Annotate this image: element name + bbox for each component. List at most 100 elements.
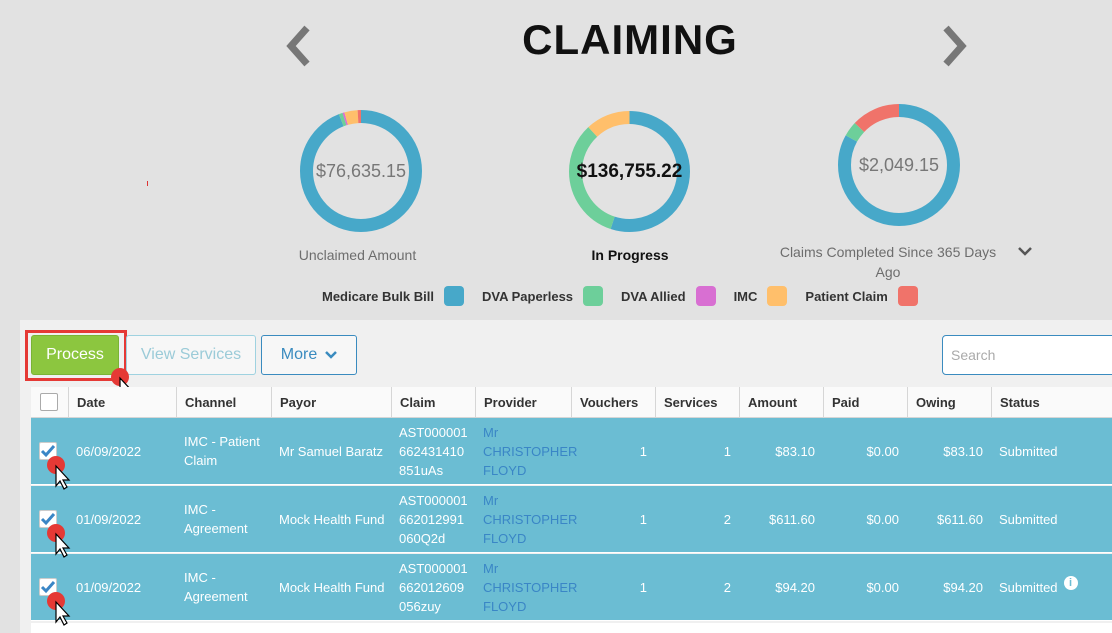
column-header[interactable]: Date bbox=[68, 387, 176, 417]
amount-cell: $611.60 bbox=[768, 511, 815, 527]
info-icon[interactable]: i bbox=[1063, 576, 1078, 590]
column-header[interactable]: Vouchers bbox=[571, 387, 655, 417]
table-row[interactable]: 01/09/2022 IMC - Agreement Mock Health F… bbox=[31, 554, 1112, 621]
column-header[interactable]: Services bbox=[655, 387, 739, 417]
check-icon bbox=[40, 581, 56, 594]
provider-line: Mr bbox=[483, 424, 499, 440]
legend-swatch bbox=[897, 286, 918, 306]
owing-cell: $94.20 bbox=[943, 579, 983, 595]
legend-swatch bbox=[583, 286, 604, 306]
legend-label: DVA Allied bbox=[621, 288, 686, 304]
legend-label: DVA Paperless bbox=[481, 288, 574, 304]
cursor-icon bbox=[47, 592, 71, 626]
row-checkbox-cell bbox=[31, 486, 68, 552]
column-header[interactable]: Paid bbox=[823, 387, 907, 417]
claim-line: 060Q2d bbox=[399, 530, 446, 546]
services-cell: 2 bbox=[723, 511, 731, 527]
donut-segment bbox=[838, 104, 960, 226]
view-services-button[interactable]: View Services bbox=[126, 335, 256, 375]
vouchers-cell: 1 bbox=[639, 443, 647, 459]
row-checkbox[interactable] bbox=[39, 510, 57, 528]
payor-cell: Mock Health Fund bbox=[279, 579, 385, 595]
check-icon bbox=[40, 513, 56, 526]
legend-swatch bbox=[443, 286, 464, 306]
row-checkbox-cell bbox=[31, 418, 68, 484]
table-row[interactable]: 01/09/2022 IMC - Agreement Mock Health F… bbox=[31, 486, 1112, 553]
provider-cell[interactable]: Mr CHRISTOPHER FLOYD bbox=[475, 486, 577, 552]
claim-line: 662431410 bbox=[399, 443, 465, 459]
provider-cell[interactable]: Mr CHRISTOPHER FLOYD bbox=[475, 554, 577, 620]
legend-item: Patient Claim bbox=[805, 286, 918, 306]
chevron-down-icon bbox=[325, 351, 338, 359]
legend-item: DVA Allied bbox=[621, 286, 716, 306]
cursor-icon bbox=[47, 524, 71, 558]
donut-segment bbox=[569, 111, 690, 232]
completed-donut[interactable]: $2,049.15 bbox=[838, 104, 960, 226]
legend-label: IMC bbox=[733, 288, 758, 304]
marker bbox=[147, 181, 148, 186]
date-cell: 06/09/2022 bbox=[76, 443, 142, 459]
donut-ring bbox=[300, 110, 422, 232]
in-progress-donut[interactable]: $136,755.22 bbox=[569, 111, 690, 232]
column-header[interactable]: Channel bbox=[176, 387, 271, 417]
chevron-down-icon[interactable] bbox=[1018, 246, 1032, 256]
status-cell: Submitted i bbox=[991, 554, 1112, 620]
channel-cell: IMC - Agreement bbox=[176, 554, 271, 620]
legend-swatch bbox=[767, 286, 788, 306]
column-header[interactable]: Payor bbox=[271, 387, 391, 417]
more-button[interactable]: More bbox=[261, 335, 357, 375]
provider-line: CHRISTOPHER bbox=[483, 511, 578, 527]
column-header[interactable]: Provider bbox=[475, 387, 571, 417]
check-icon bbox=[40, 445, 56, 458]
select-all-checkbox[interactable] bbox=[40, 393, 58, 411]
donut-amount: $136,755.22 bbox=[576, 161, 683, 182]
column-header[interactable]: Claim bbox=[391, 387, 475, 417]
paid-cell: $0.00 bbox=[866, 443, 899, 459]
column-header[interactable]: Owing bbox=[907, 387, 991, 417]
provider-line: FLOYD bbox=[483, 462, 527, 478]
unclaimed-donut[interactable]: $76,635.15 bbox=[300, 110, 422, 232]
select-all-cell bbox=[31, 387, 68, 417]
channel-line: Claim bbox=[184, 453, 218, 468]
search-input[interactable] bbox=[942, 335, 1112, 375]
claim-cell: AST000001 662012991 060Q2d bbox=[391, 486, 475, 552]
claim-line: AST000001 bbox=[399, 424, 468, 440]
chart-legend: Medicare Bulk Bill DVA Paperless DVA All… bbox=[322, 285, 936, 307]
legend-label: Medicare Bulk Bill bbox=[322, 288, 434, 304]
donut-label: Claims Completed Since 365 Days Ago bbox=[779, 244, 997, 280]
channel-line: Agreement bbox=[184, 589, 248, 604]
page-title: CLAIMING bbox=[522, 16, 738, 63]
provider-line: FLOYD bbox=[483, 530, 527, 546]
claim-line: AST000001 bbox=[399, 492, 468, 508]
column-header[interactable]: Amount bbox=[739, 387, 823, 417]
status-text: Submitted bbox=[999, 579, 1058, 595]
provider-line: CHRISTOPHER bbox=[483, 443, 578, 459]
table-row[interactable]: 06/09/2022 IMC - Patient Claim Mr Samuel… bbox=[31, 418, 1112, 485]
channel-cell: IMC - Agreement bbox=[176, 486, 271, 552]
channel-line: IMC - Patient bbox=[184, 434, 260, 449]
donut-ring bbox=[838, 104, 960, 226]
donut-segment bbox=[300, 110, 422, 232]
donut-amount: $76,635.15 bbox=[315, 161, 407, 181]
donut-amount: $2,049.15 bbox=[858, 155, 940, 175]
column-header[interactable]: Status bbox=[991, 387, 1112, 417]
process-button[interactable]: Process bbox=[31, 335, 119, 375]
amount-cell: $83.10 bbox=[775, 443, 815, 459]
legend-item: Medicare Bulk Bill bbox=[322, 286, 464, 306]
services-cell: 1 bbox=[723, 443, 731, 459]
status-cell: Submitted bbox=[999, 443, 1058, 459]
row-checkbox[interactable] bbox=[39, 442, 57, 460]
chevron-left-icon[interactable] bbox=[283, 24, 313, 68]
donut-ring bbox=[569, 111, 690, 232]
vouchers-cell: 1 bbox=[639, 511, 647, 527]
cursor-icon bbox=[47, 456, 71, 490]
legend-item: IMC bbox=[734, 286, 788, 306]
row-checkbox[interactable] bbox=[39, 578, 57, 596]
channel-line: Agreement bbox=[184, 521, 248, 536]
provider-cell[interactable]: Mr CHRISTOPHER FLOYD bbox=[475, 418, 577, 484]
claim-line: 851uAs bbox=[399, 462, 444, 478]
legend-label: Patient Claim bbox=[805, 288, 888, 304]
legend-swatch bbox=[695, 286, 716, 306]
chevron-right-icon[interactable] bbox=[940, 24, 970, 68]
provider-line: Mr bbox=[483, 560, 499, 576]
